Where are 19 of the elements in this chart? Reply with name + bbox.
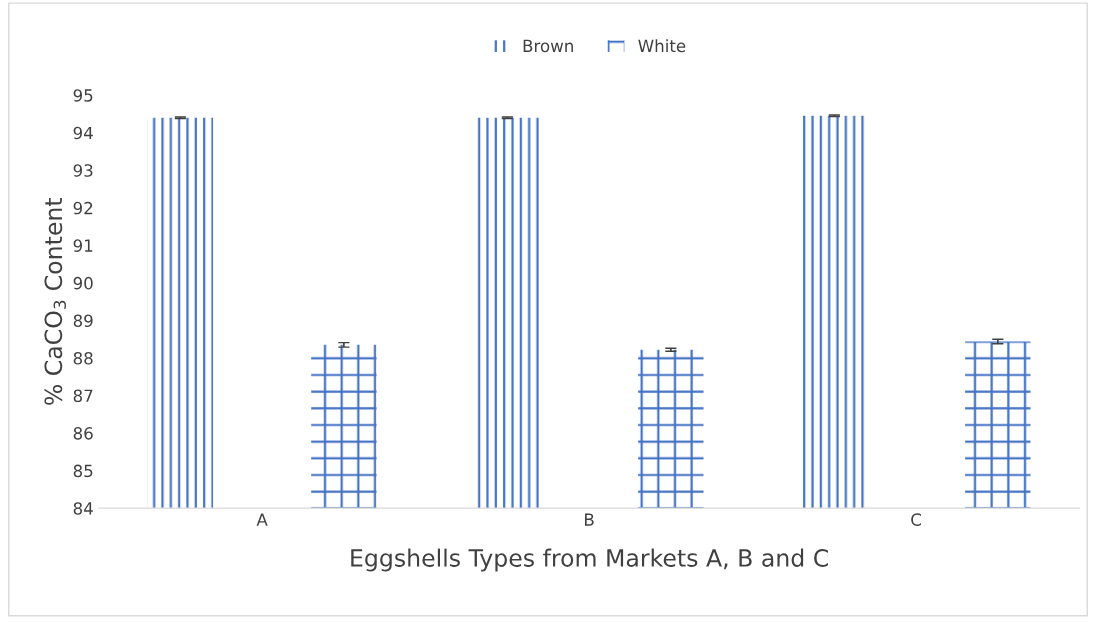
y-tick-label: 87 xyxy=(73,389,93,403)
y-tick-label: 95 xyxy=(73,89,93,102)
y-tick-label: 93 xyxy=(73,164,93,177)
x-axis-title: Eggshells Types from Markets A, B and C xyxy=(351,548,828,572)
legend-label: Brown xyxy=(523,39,573,53)
y-axis-title: % CaCO$_{3}$ Content xyxy=(44,197,67,405)
x-tick-label: A xyxy=(256,513,268,526)
y-tick-label: 88 xyxy=(73,351,93,365)
y-tick-label: 91 xyxy=(73,239,93,252)
x-tick-label: C xyxy=(911,513,921,526)
y-tick-label: 90 xyxy=(73,276,93,290)
y-tick-label: 89 xyxy=(73,314,93,328)
y-tick-label: 85 xyxy=(73,464,93,478)
legend-label: White xyxy=(638,39,686,53)
y-tick-label: 86 xyxy=(73,427,93,440)
y-tick-label: 92 xyxy=(73,201,93,215)
y-tick-label: 84 xyxy=(73,502,93,515)
x-tick-label: B xyxy=(585,513,594,526)
y-tick-label: 94 xyxy=(73,126,93,140)
